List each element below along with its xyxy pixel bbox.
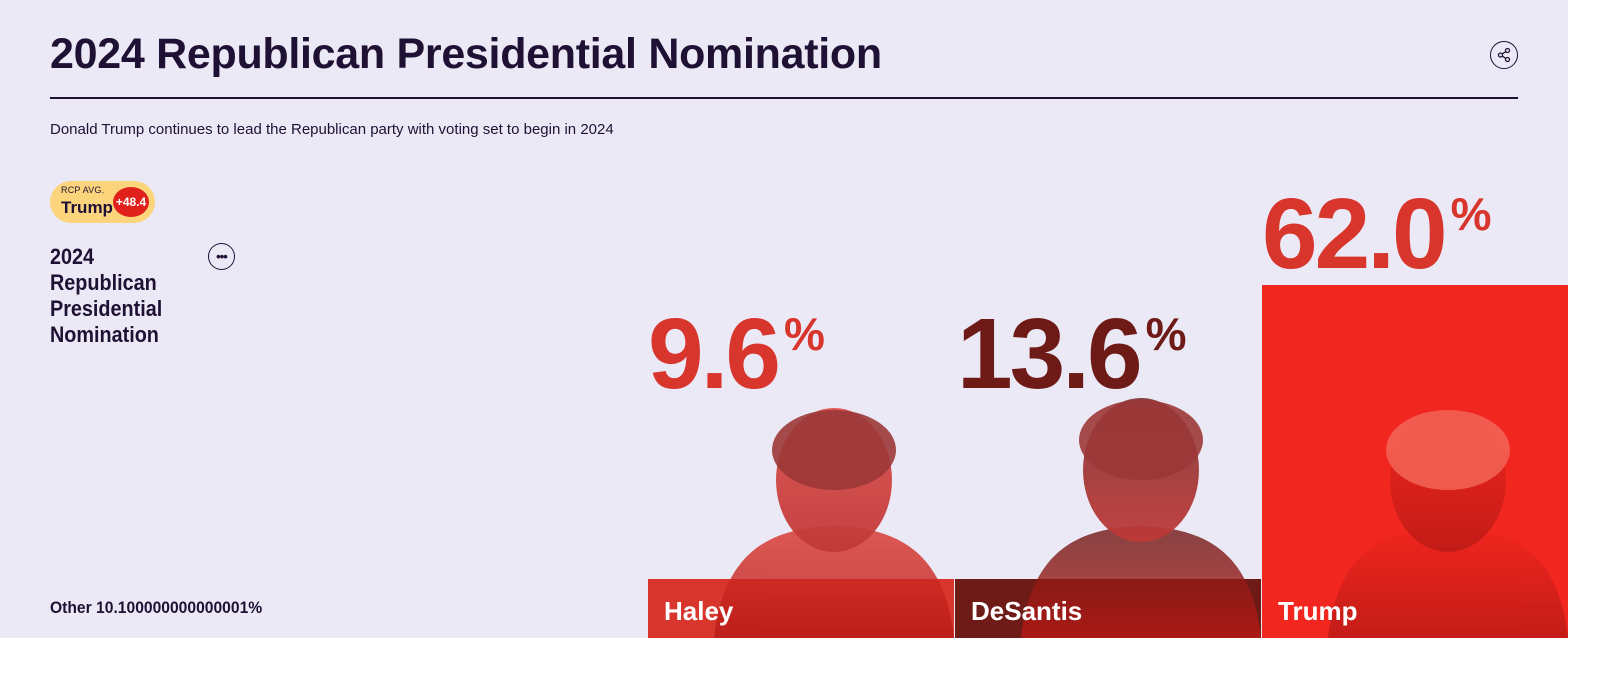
bar-label-trump: Trump bbox=[1278, 596, 1357, 626]
share-button[interactable] bbox=[1490, 41, 1518, 69]
other-candidates-label: Other 10.100000000000001% bbox=[50, 598, 263, 617]
bar-desantis[interactable]: DeSantis 13.6% bbox=[955, 298, 1261, 638]
candidate-photo-trump bbox=[1328, 408, 1568, 638]
rcp-average-label: RCP AVG. bbox=[61, 185, 105, 195]
value-label-haley: 9.6 bbox=[648, 298, 778, 410]
bar-haley[interactable]: Haley 9.6% bbox=[648, 298, 954, 638]
value-unit-haley: % bbox=[784, 308, 825, 360]
poll-panel: 2024 Republican Presidential Nomination … bbox=[0, 0, 1568, 638]
value-unit-desantis: % bbox=[1146, 308, 1187, 360]
candidate-photo-haley bbox=[714, 408, 954, 638]
more-dots-icon: ••• bbox=[216, 249, 228, 264]
candidate-photo-desantis bbox=[1021, 398, 1261, 638]
value-label-desantis: 13.6 bbox=[957, 298, 1140, 410]
race-name: 2024 Republican Presidential Nomination bbox=[50, 244, 163, 347]
bar-trump[interactable]: Trump 62.0% bbox=[1262, 178, 1568, 638]
rcp-leader-name: Trump bbox=[61, 198, 113, 217]
rcp-average-badge[interactable]: RCP AVG. Trump +48.4 bbox=[50, 181, 155, 223]
value-label-trump: 62.0 bbox=[1262, 178, 1445, 290]
value-unit-trump: % bbox=[1451, 188, 1492, 240]
more-options-button[interactable]: ••• bbox=[208, 243, 235, 270]
share-icon bbox=[1497, 47, 1511, 63]
poll-bar-chart: Haley 9.6 % DeSantis 13.6 % Trump 62.0% bbox=[648, 178, 1568, 638]
page-title: 2024 Republican Presidential Nomination bbox=[50, 30, 882, 78]
rcp-spread-value: +48.4 bbox=[113, 187, 149, 217]
subtitle: Donald Trump continues to lead the Repub… bbox=[50, 121, 614, 138]
title-divider bbox=[50, 97, 1518, 99]
bar-label-haley: Haley bbox=[664, 596, 734, 626]
bar-label-desantis: DeSantis bbox=[971, 596, 1082, 626]
